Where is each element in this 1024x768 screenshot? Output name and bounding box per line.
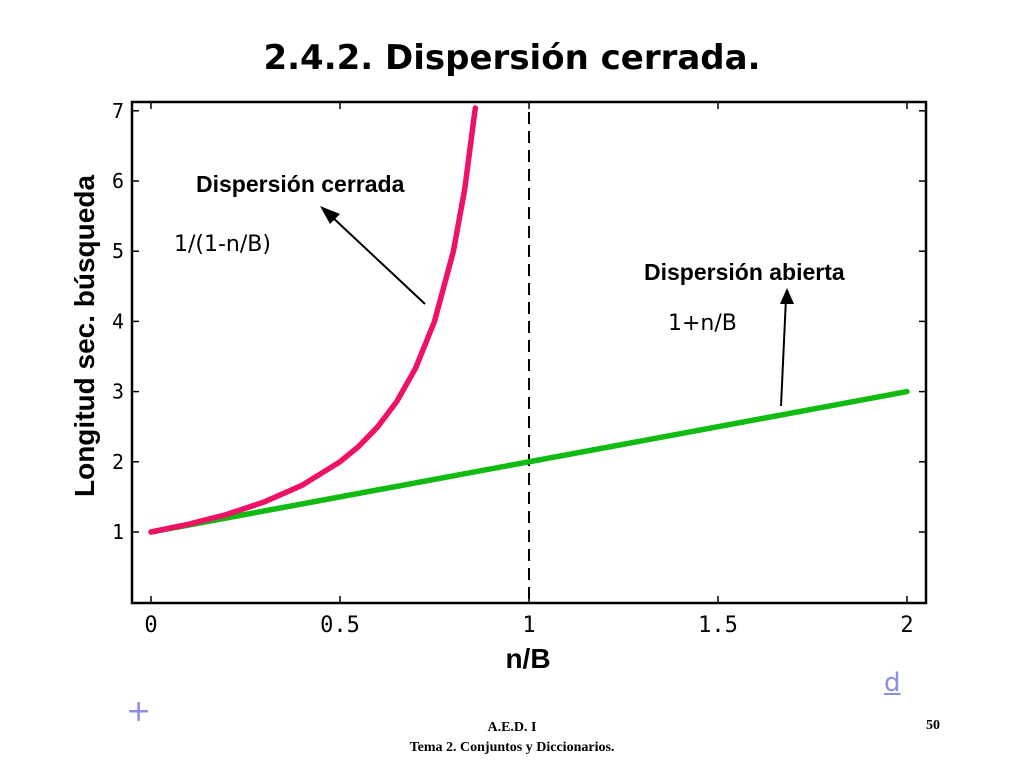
y-tick-label: 7 (112, 99, 124, 123)
formula-open: 1+n/B (668, 311, 737, 336)
y-tick-label: 3 (112, 380, 124, 404)
series-group (148, 105, 910, 535)
arrow-closed-shaft (329, 214, 426, 305)
next-slide-link[interactable]: d (884, 668, 901, 698)
footer-topic: Tema 2. Conjuntos y Diccionarios. (409, 740, 615, 755)
label-open-hashing: Dispersión abierta (644, 259, 845, 285)
formula-closed: 1/(1-n/B) (174, 232, 271, 257)
footer: A.E.D. I Tema 2. Conjuntos y Diccionario… (0, 718, 1024, 758)
series-closed-hashing-line (148, 105, 479, 535)
y-tick-label: 5 (112, 239, 124, 263)
y-tick-label: 4 (112, 309, 124, 333)
arrow-closed-head (320, 206, 340, 224)
arrow-open-head (780, 288, 794, 304)
y-tick-label: 6 (112, 169, 124, 193)
x-tick-label: 1.5 (698, 613, 738, 638)
x-tick-label: 0.5 (320, 613, 360, 638)
x-tick-label: 0 (144, 613, 157, 638)
series-open-hashing-line (148, 388, 910, 535)
page-number: 50 (926, 718, 940, 733)
x-axis-label: n/B (505, 643, 550, 674)
label-closed-hashing: Dispersión cerrada (196, 171, 405, 197)
axis-ticks: 0 0.5 1 1.5 2 1 2 3 4 5 6 7 (112, 99, 926, 638)
footer-course: A.E.D. I (487, 720, 537, 735)
x-tick-label: 1 (522, 613, 535, 638)
arrow-open-shaft (780, 297, 787, 407)
chart: 0 0.5 1 1.5 2 1 2 3 4 5 6 7 Dispersión cerrada 1/(1… (69, 99, 928, 674)
x-tick-label: 2 (900, 613, 913, 638)
previous-slide-link[interactable]: + (126, 694, 152, 729)
y-tick-label: 2 (112, 450, 124, 474)
y-tick-label: 1 (112, 520, 124, 544)
slide-title: 2.4.2. Dispersión cerrada. (263, 38, 761, 78)
annotation-arrows (320, 206, 794, 407)
y-axis-label: Longitud sec. búsqueda (69, 175, 100, 497)
